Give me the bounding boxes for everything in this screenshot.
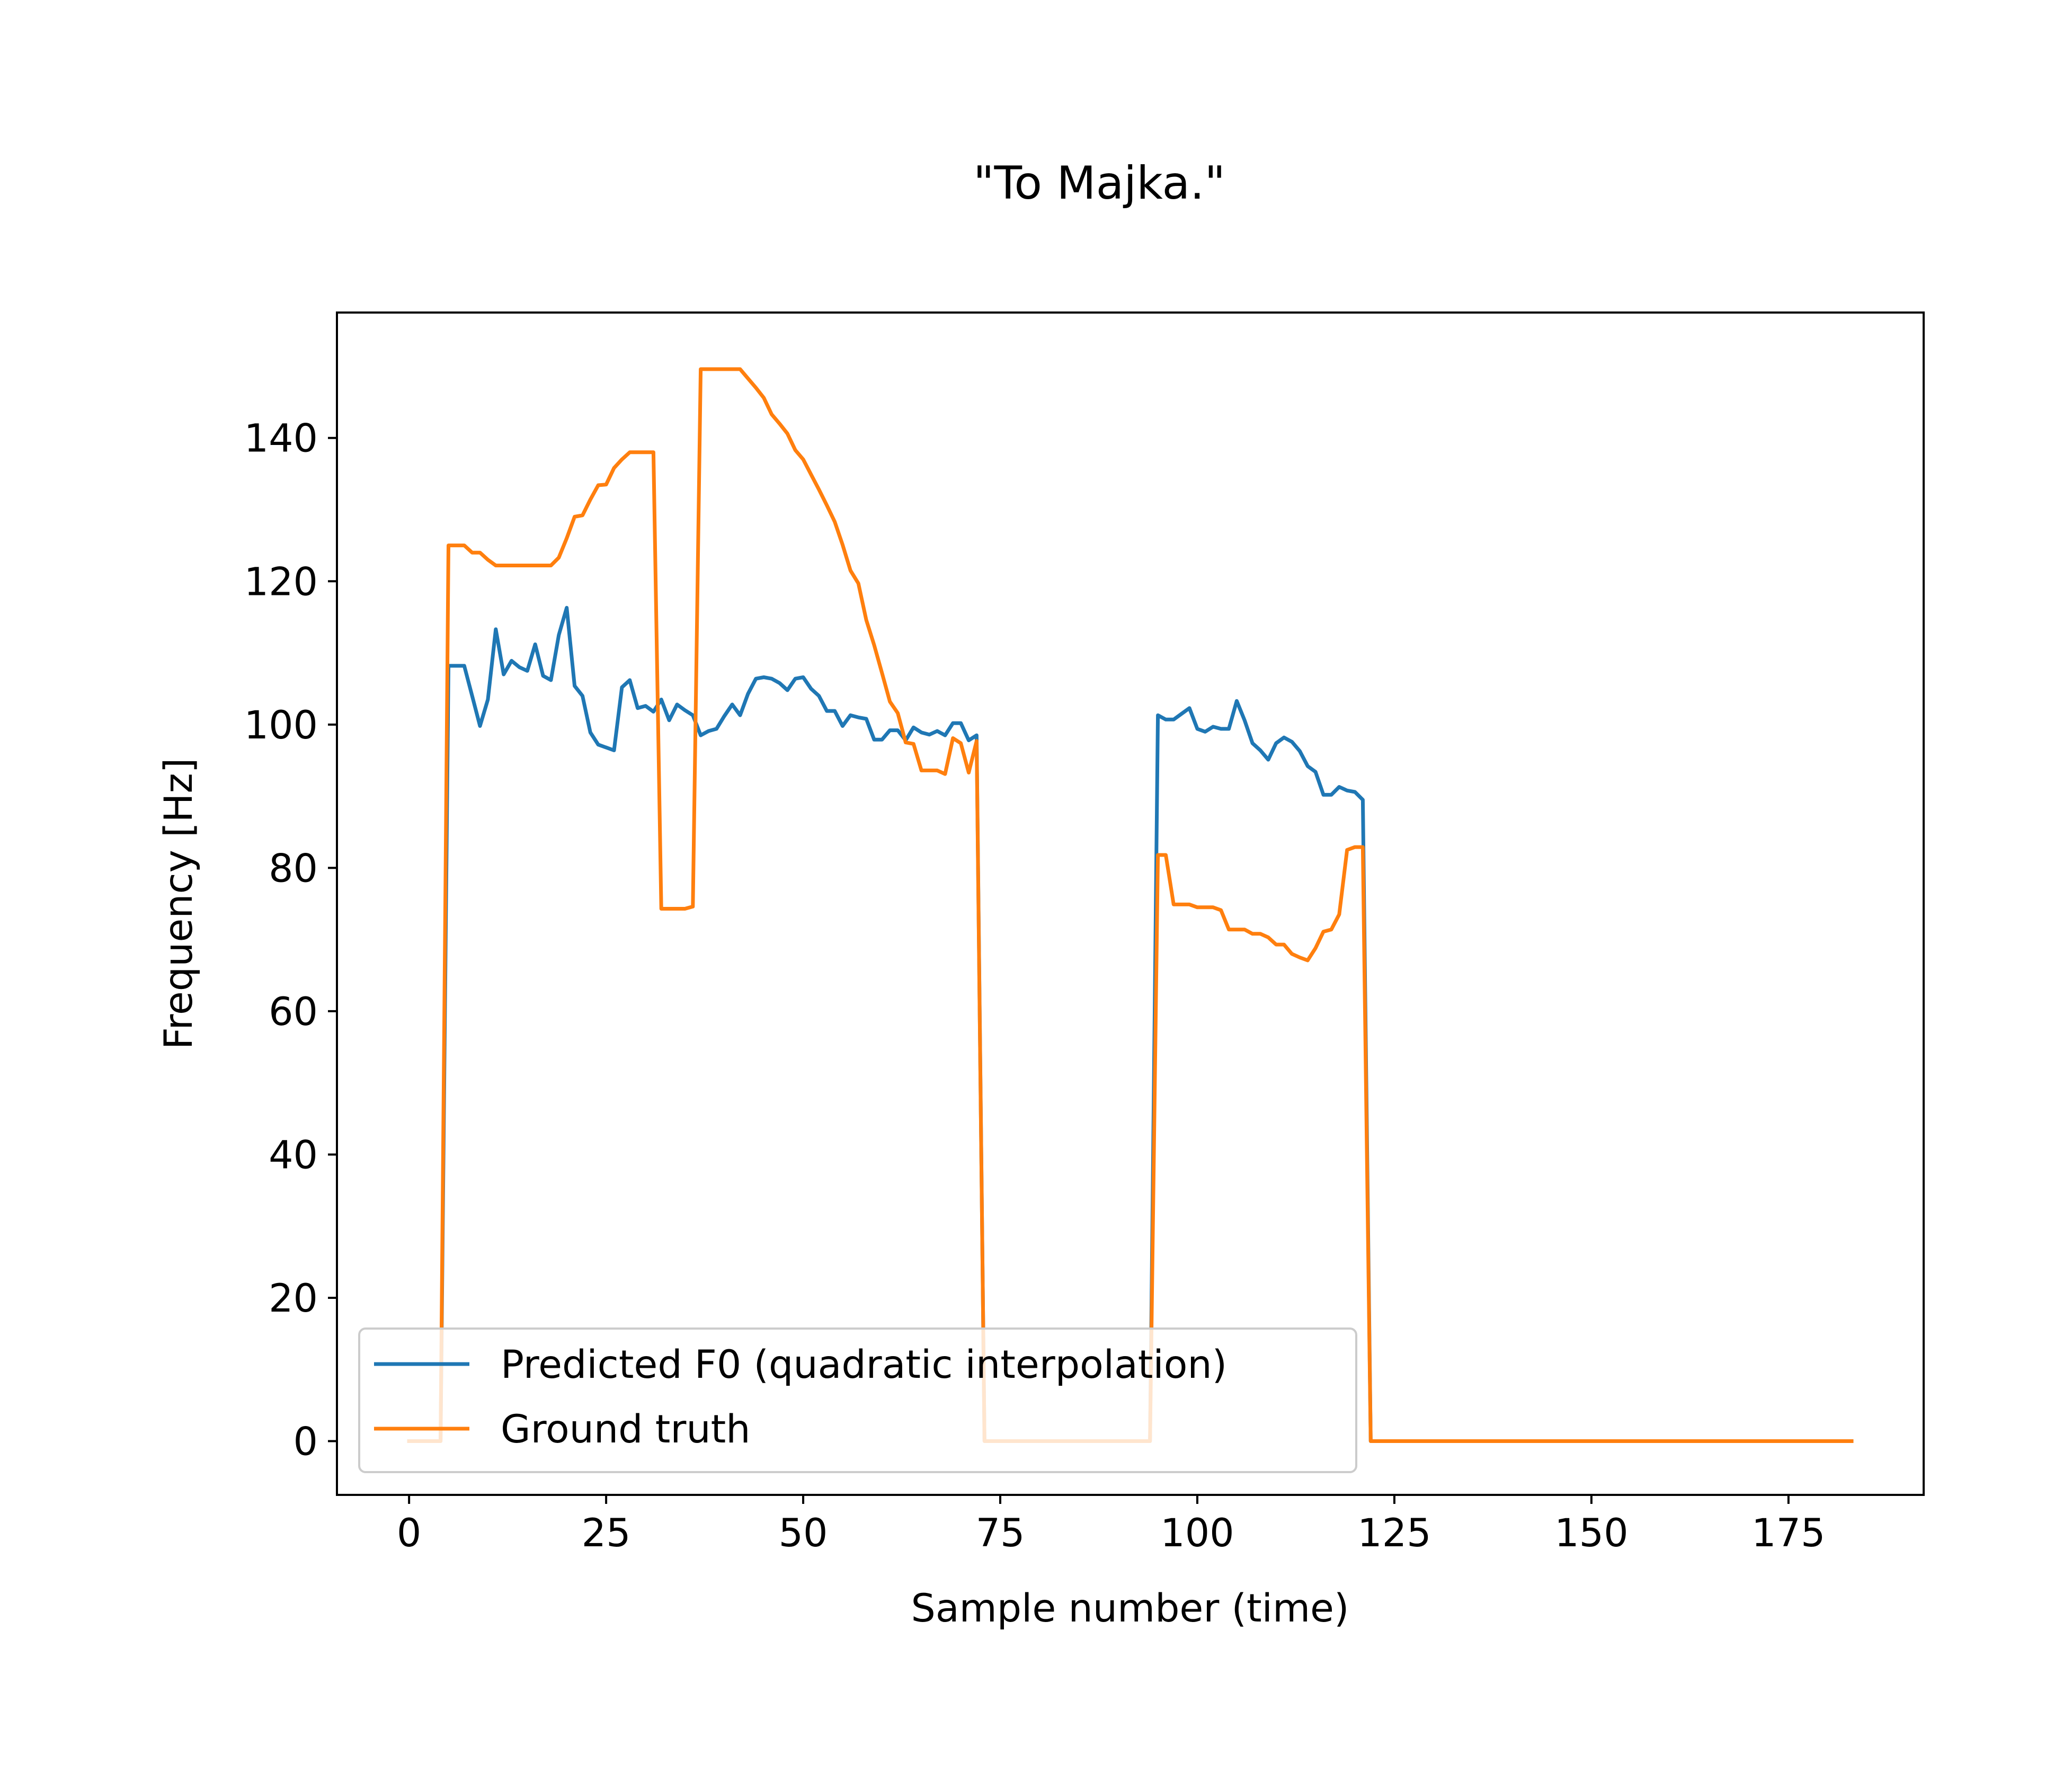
plot-area (337, 313, 1924, 1495)
y-tick-label: 40 (269, 1133, 318, 1178)
legend-box (358, 1327, 1357, 1473)
legend: Predicted F0 (quadratic interpolation) G… (358, 1327, 1357, 1473)
x-tick-label: 125 (1357, 1511, 1431, 1556)
x-tick-label: 0 (397, 1511, 421, 1556)
y-tick-label: 0 (294, 1420, 318, 1465)
y-axis-label: Frequency [Hz] (156, 758, 201, 1050)
x-axis: 0 25 50 75 100 125 150 175 (397, 1495, 1826, 1556)
legend-label-ground-truth: Ground truth (501, 1407, 751, 1452)
y-tick-label: 120 (244, 559, 318, 604)
x-tick-label: 100 (1160, 1511, 1234, 1556)
legend-label-predicted: Predicted F0 (quadratic interpolation) (501, 1342, 1227, 1387)
y-tick-label: 20 (269, 1276, 318, 1321)
y-axis: 0 20 40 60 80 100 120 140 (244, 416, 337, 1465)
y-tick-label: 100 (244, 703, 318, 748)
x-tick-label: 75 (976, 1511, 1025, 1556)
y-tick-label: 60 (269, 990, 318, 1035)
chart-title: "To Majka." (973, 157, 1225, 210)
y-tick-label: 80 (269, 846, 318, 891)
x-tick-label: 50 (779, 1511, 828, 1556)
x-tick-label: 175 (1751, 1511, 1825, 1556)
x-axis-label: Sample number (time) (911, 1586, 1349, 1631)
plot-frame (336, 311, 1925, 1496)
x-tick-label: 25 (582, 1511, 631, 1556)
y-tick-label: 140 (244, 416, 318, 461)
x-tick-label: 150 (1554, 1511, 1628, 1556)
